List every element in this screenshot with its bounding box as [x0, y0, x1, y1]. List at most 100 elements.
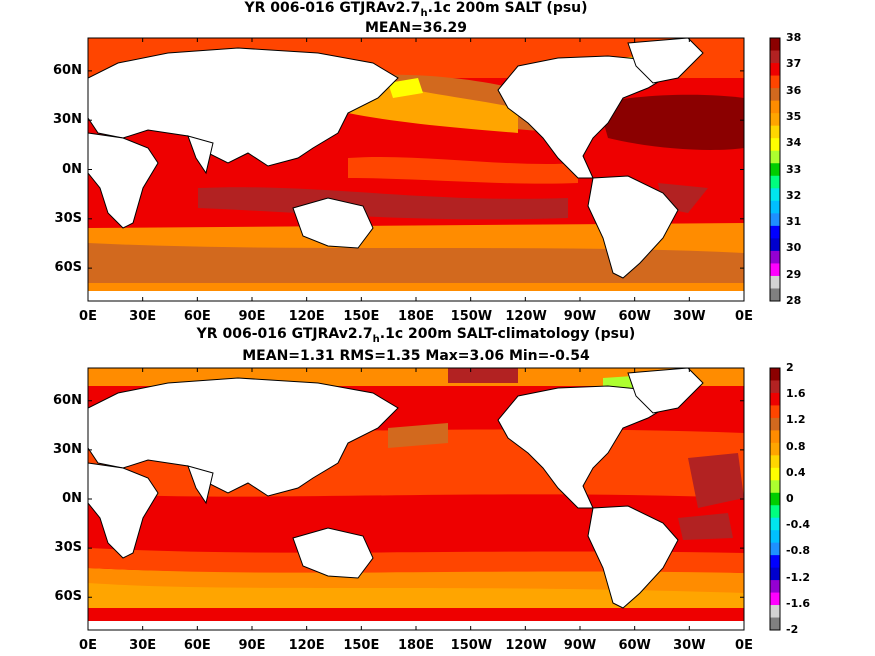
axis-tick-marks [87, 38, 745, 630]
colorbar-swatch [770, 442, 780, 456]
colorbar-swatch [770, 405, 780, 419]
colorbar-tick-label: 37 [786, 57, 802, 71]
colorbar-swatch [770, 480, 780, 494]
colorbar-tick-label: -0.4 [786, 518, 811, 532]
colorbar-tick-label: 32 [786, 188, 802, 202]
panel1-title-main: YR 006-016 GTJRAv2.7 [244, 0, 421, 16]
colorbar-swatch [770, 455, 780, 469]
panel2-stats: MEAN=1.31 RMS=1.35 Max=3.06 Min=-0.54 [242, 348, 590, 364]
colorbar-swatch [770, 505, 780, 519]
x-tick-label: 90E [238, 638, 266, 653]
x-tick-label: 60E [183, 638, 211, 653]
colorbar-swatch [770, 188, 780, 202]
x-tick-label: 180E [397, 309, 435, 324]
x-tick-label: 60E [183, 309, 211, 324]
colorbar-swatch [770, 517, 780, 531]
colorbar-swatch [770, 580, 780, 594]
colorbar-tick-label: 0.8 [786, 439, 806, 453]
y-tick-label: 0N [62, 161, 82, 177]
colorbar-swatch [770, 555, 780, 569]
colorbar-swatch [770, 380, 780, 394]
colorbar-swatch [770, 567, 780, 581]
x-tick-label: 30E [129, 638, 157, 653]
colorbar-tick-label: 28 [786, 294, 802, 307]
colorbar-swatch [770, 38, 780, 52]
panel1-map [88, 38, 744, 301]
panel2-title-sub: h [372, 333, 380, 345]
colorbar-swatch [770, 430, 780, 444]
y-tick-label: 30S [54, 210, 82, 226]
panel1-title-sub: h [420, 7, 428, 19]
y-tick-label: 60N [53, 392, 82, 408]
colorbar-swatch [770, 592, 780, 606]
colorbar-swatch [770, 100, 780, 114]
x-tick-label: 60W [618, 309, 651, 324]
colorbar-swatch [770, 605, 780, 619]
colorbar-tick-label: 34 [786, 136, 802, 150]
colorbar-tick-label: -1.2 [786, 570, 811, 584]
colorbar-swatch [770, 225, 780, 239]
panel1-title: YR 006-016 GTJRAv2.7h.1c 200m SALT (psu) [88, 0, 744, 22]
x-tick-label: 120E [288, 638, 325, 653]
colorbar-tick-label: 36 [786, 83, 802, 97]
colorbar-swatch [770, 288, 780, 302]
colorbar-frame [769, 37, 781, 302]
colorbar-swatch [770, 263, 780, 277]
panel2-map [88, 368, 744, 630]
colorbar-tick-label: 0 [786, 492, 794, 505]
colorbar-swatch [770, 175, 780, 189]
colorbar-swatch [770, 617, 780, 631]
colorbar-tick-label: 38 [786, 31, 802, 44]
colorbar-swatch [770, 75, 780, 89]
x-tick-label: 120W [505, 309, 547, 324]
x-tick-label: 0E [79, 309, 97, 324]
y-tick-label: 60S [54, 589, 82, 605]
y-tick-label: 30S [54, 540, 82, 556]
colorbar-tick-label: -1.6 [786, 596, 811, 610]
colorbar-swatch [770, 150, 780, 164]
x-tick-label: 0E [735, 638, 753, 653]
colorbar-tick-label: 30 [786, 241, 802, 255]
colorbar-swatch [770, 238, 780, 252]
colorbar-swatch [770, 63, 780, 77]
x-tick-label: 0E [735, 309, 753, 324]
x-tick-label: 90E [238, 309, 266, 324]
colorbar-tick-label: 29 [786, 267, 802, 281]
colorbar-swatch [770, 200, 780, 214]
x-tick-label: 150W [450, 309, 493, 324]
colorbar-swatch [770, 392, 780, 406]
x-tick-label: 150E [343, 309, 380, 324]
x-tick-label: 0E [79, 638, 97, 653]
colorbar-swatch [770, 492, 780, 506]
panel2-title-rest: .1c 200m SALT-climatology (psu) [379, 326, 636, 342]
colorbar-swatch [770, 125, 780, 139]
colorbar-swatch [770, 368, 780, 381]
colorbar-swatch [770, 250, 780, 264]
x-tick-label: 120E [288, 309, 325, 324]
colorbar-tick-label: -0.8 [786, 544, 811, 558]
colorbar-swatch [770, 275, 780, 289]
y-tick-label: 60N [53, 62, 82, 78]
colorbar-tick-label: 0.4 [786, 465, 806, 479]
colorbar-swatch [770, 163, 780, 177]
x-tick-label: 90W [563, 638, 597, 653]
x-tick-label: 30E [129, 309, 157, 324]
colorbar-tick-label: 35 [786, 109, 802, 123]
panel2-title: YR 006-016 GTJRAv2.7h.1c 200m SALT-clima… [88, 326, 744, 348]
colorbar-tick-label: 2 [786, 361, 794, 374]
x-tick-label: 30W [673, 638, 706, 653]
x-tick-label: 90W [563, 309, 597, 324]
y-tick-label: 60S [54, 260, 82, 276]
panel2-colorbar [769, 367, 781, 631]
colorbar-swatch [770, 467, 780, 481]
panel1-stats: MEAN=36.29 [364, 20, 468, 36]
colorbar-swatch [770, 417, 780, 431]
colorbar-swatch [770, 542, 780, 556]
colorbar-swatch [770, 530, 780, 544]
panel1-title-rest: .1c 200m SALT (psu) [427, 0, 588, 16]
panel2-title-main: YR 006-016 GTJRAv2.7 [196, 326, 373, 342]
colorbar-swatch [770, 213, 780, 227]
y-tick-label: 30N [53, 112, 82, 128]
colorbar-swatch [770, 138, 780, 152]
